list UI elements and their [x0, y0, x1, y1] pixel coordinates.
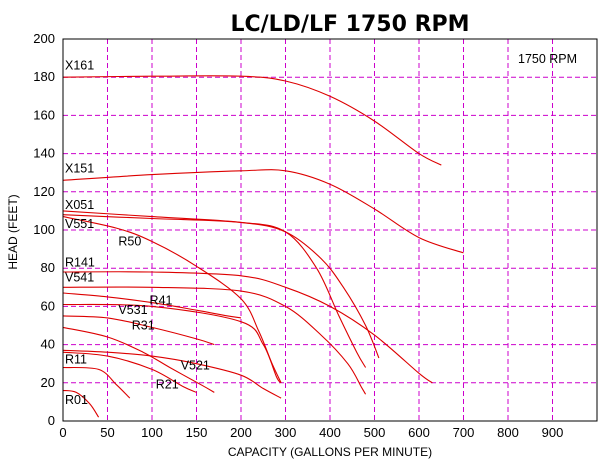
pump-curves — [62, 75, 464, 418]
y-axis-label: HEAD (FEET) — [6, 194, 20, 269]
curve-r02 — [62, 389, 100, 418]
curve-r41 — [62, 292, 242, 319]
curve-label-r01: R01 — [65, 393, 88, 407]
rpm-annotation: 1750 RPM — [518, 52, 577, 66]
x-tick-label: 300 — [275, 425, 297, 440]
curve-label-x051: X051 — [65, 198, 94, 212]
y-tick-label: 140 — [33, 146, 55, 161]
curve-label-v531: V531 — [118, 303, 147, 317]
curve-label-v551: V551 — [65, 217, 94, 231]
x-tick-label: 200 — [230, 425, 252, 440]
y-tick-label: 100 — [33, 222, 55, 237]
x-tick-label: 500 — [364, 425, 386, 440]
curve-r11 — [62, 351, 197, 393]
chart-title: LC/LD/LF 1750 RPM — [230, 12, 469, 37]
curve-x161 — [62, 75, 442, 166]
y-tick-label: 120 — [33, 184, 55, 199]
y-tick-label: 40 — [41, 337, 55, 352]
curve-label-r50: R50 — [118, 234, 141, 248]
x-tick-label: 50 — [100, 425, 114, 440]
y-tick-label: 60 — [41, 298, 55, 313]
y-tick-label: 0 — [48, 413, 55, 428]
curve-r21 — [62, 326, 215, 393]
y-tick-labels: 0 20 40 60 80 100 120 140 160 180 200 — [33, 31, 55, 428]
curve-r01 — [62, 366, 131, 399]
curve-r141 — [62, 271, 433, 384]
curve-label-x151: X151 — [65, 162, 94, 176]
curve-r31 — [62, 315, 215, 346]
curve-v541 — [62, 286, 367, 395]
curve-label-r141: R141 — [65, 255, 95, 269]
x-tick-label: 700 — [453, 425, 475, 440]
y-tick-label: 200 — [33, 31, 55, 46]
y-tick-label: 160 — [33, 107, 55, 122]
curve-label-r11: R11 — [65, 353, 87, 367]
curve-label-r31: R31 — [132, 318, 155, 332]
curve-label-r21: R21 — [156, 378, 179, 392]
curve-x151 — [62, 169, 464, 254]
x-tick-label: 800 — [497, 425, 519, 440]
curve-v521 — [62, 349, 282, 399]
curve-x051 — [62, 210, 380, 359]
plot-frame — [62, 38, 598, 422]
x-tick-labels: 0 50 100 150 200 300 400 500 600 700 800 900 — [59, 425, 563, 440]
curve-label-v541: V541 — [65, 271, 94, 285]
y-tick-label: 180 — [33, 69, 55, 84]
curve-label-v521: V521 — [181, 358, 210, 372]
x-axis-label: CAPACITY (GALLONS PER MINUTE) — [228, 445, 432, 459]
x-tick-label: 150 — [186, 425, 208, 440]
curve-v531 — [62, 303, 282, 384]
curve-v551 — [62, 214, 367, 368]
x-tick-label: 100 — [141, 425, 163, 440]
x-tick-label: 600 — [408, 425, 430, 440]
y-tick-label: 80 — [41, 260, 55, 275]
x-tick-label: 0 — [59, 425, 66, 440]
x-tick-label: 900 — [542, 425, 564, 440]
curve-label-x161: X161 — [65, 59, 94, 73]
x-tick-label: 400 — [319, 425, 341, 440]
y-tick-label: 20 — [41, 375, 55, 390]
curve-label-r41: R41 — [150, 293, 173, 307]
